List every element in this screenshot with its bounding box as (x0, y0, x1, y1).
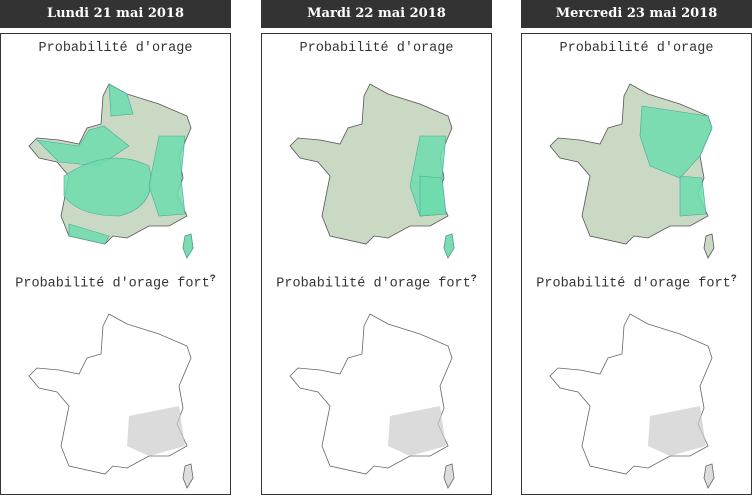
day-date: Mercredi 23 mai 2018 (555, 6, 718, 21)
high-risk-zone-alps (679, 175, 707, 217)
help-link[interactable]: ? (470, 274, 477, 285)
high-risk-zone-north (108, 83, 134, 117)
high-risk-zone-center (63, 157, 152, 217)
day-date: Mardi 22 mai 2018 (307, 6, 446, 21)
strong-storm-probability-map (549, 313, 715, 489)
high-risk-zone-east (148, 135, 186, 217)
day-column: Lundi 21 mai 2018 Probabilité d'orage Pr… (0, 0, 231, 495)
day-header: Mardi 22 mai 2018 (261, 0, 492, 28)
strong-storm-probability-map (289, 313, 455, 489)
storm-probability-title: Probabilité d'orage (559, 41, 714, 56)
relief-shading (648, 406, 706, 456)
day-header: Lundi 21 mai 2018 (0, 0, 231, 28)
storm-probability-map (549, 83, 715, 259)
relief-shading (127, 406, 185, 456)
strong-storm-probability-title: Probabilité d'orage fort? (262, 274, 491, 292)
storm-probability-title: Probabilité d'orage (299, 41, 454, 56)
high-risk-zone-corsica (443, 233, 455, 259)
corsica-outline (703, 233, 715, 259)
forecast-panel: Probabilité d'orage Probabilité d'orage … (521, 33, 752, 495)
strong-storm-probability-title: Probabilité d'orage fort? (522, 274, 751, 292)
storm-probability-map (289, 83, 455, 259)
help-link[interactable]: ? (209, 274, 216, 285)
day-column: Mardi 22 mai 2018 Probabilité d'orage Pr… (261, 0, 492, 495)
high-risk-zone-nw (36, 125, 130, 167)
relief-shading (388, 406, 446, 456)
forecast-panel: Probabilité d'orage Probabilité d'orage … (261, 33, 492, 495)
france-outline (289, 83, 453, 245)
storm-probability-title: Probabilité d'orage (38, 41, 193, 56)
forecast-panel: Probabilité d'orage Probabilité d'orage … (0, 33, 231, 495)
strong-storm-probability-map (28, 313, 194, 489)
strong-storm-title-text: Probabilité d'orage fort (15, 276, 210, 292)
day-header: Mercredi 23 mai 2018 (521, 0, 752, 28)
corsica-outline (443, 463, 455, 489)
high-risk-zone-corsica (182, 233, 194, 259)
high-risk-zone-south (68, 223, 110, 245)
day-date: Lundi 21 mai 2018 (46, 6, 185, 21)
strong-storm-title-text: Probabilité d'orage fort (536, 276, 731, 292)
corsica-outline (182, 463, 194, 489)
high-risk-zone-alps (419, 175, 447, 217)
help-link[interactable]: ? (730, 274, 737, 285)
corsica-outline (703, 463, 715, 489)
high-risk-zone-northeast (639, 105, 713, 179)
strong-storm-probability-title: Probabilité d'orage fort? (1, 274, 230, 292)
strong-storm-title-text: Probabilité d'orage fort (276, 276, 471, 292)
day-column: Mercredi 23 mai 2018 Probabilité d'orage… (521, 0, 752, 495)
storm-probability-map (28, 83, 194, 259)
